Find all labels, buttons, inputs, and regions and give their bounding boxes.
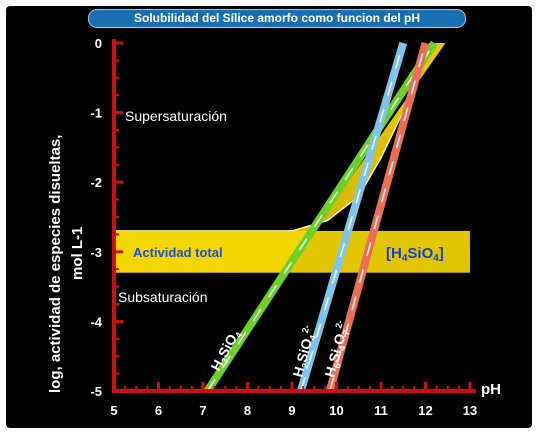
x-tick-label: 9	[288, 403, 295, 418]
y-tick-label: 0	[95, 36, 102, 51]
y-tick-label: -5	[90, 384, 102, 399]
x-tick-label: 12	[418, 403, 432, 418]
x-tick-label: 7	[199, 403, 206, 418]
y-axis-title: log, actividad de especies disueltas,	[47, 135, 64, 393]
series-dash-3	[329, 42, 427, 392]
chart-title: Solubilidad del Sílice amorfo como funci…	[88, 9, 466, 28]
y-tick-label: -1	[90, 106, 102, 121]
x-tick-label: 5	[110, 403, 117, 418]
x-tick-label: 13	[463, 403, 477, 418]
subsaturation-label: Subsaturación	[118, 289, 208, 305]
x-axis-title: pH	[481, 381, 501, 398]
series-label-2: H2SiO42-	[288, 324, 320, 379]
series-label-3: H6Si4O72-	[320, 319, 353, 379]
x-tick-label: 10	[329, 403, 343, 418]
y-tick-label: -4	[90, 314, 102, 329]
y-axis-title-units: mol L-1	[69, 227, 86, 280]
y-tick-label: -2	[90, 175, 102, 190]
supersaturation-label: Supersaturación	[125, 108, 227, 124]
x-tick-label: 8	[244, 403, 251, 418]
y-tick-label: -3	[90, 245, 102, 260]
x-tick-label: 11	[374, 403, 388, 418]
band-label: Actividad total	[133, 245, 223, 260]
series-dash-2	[300, 42, 405, 392]
x-tick-label: 6	[155, 403, 162, 418]
chart-panel	[6, 6, 532, 428]
h4sio4-label: [H4SiO4]	[386, 245, 444, 264]
series-dash-1	[206, 42, 436, 392]
